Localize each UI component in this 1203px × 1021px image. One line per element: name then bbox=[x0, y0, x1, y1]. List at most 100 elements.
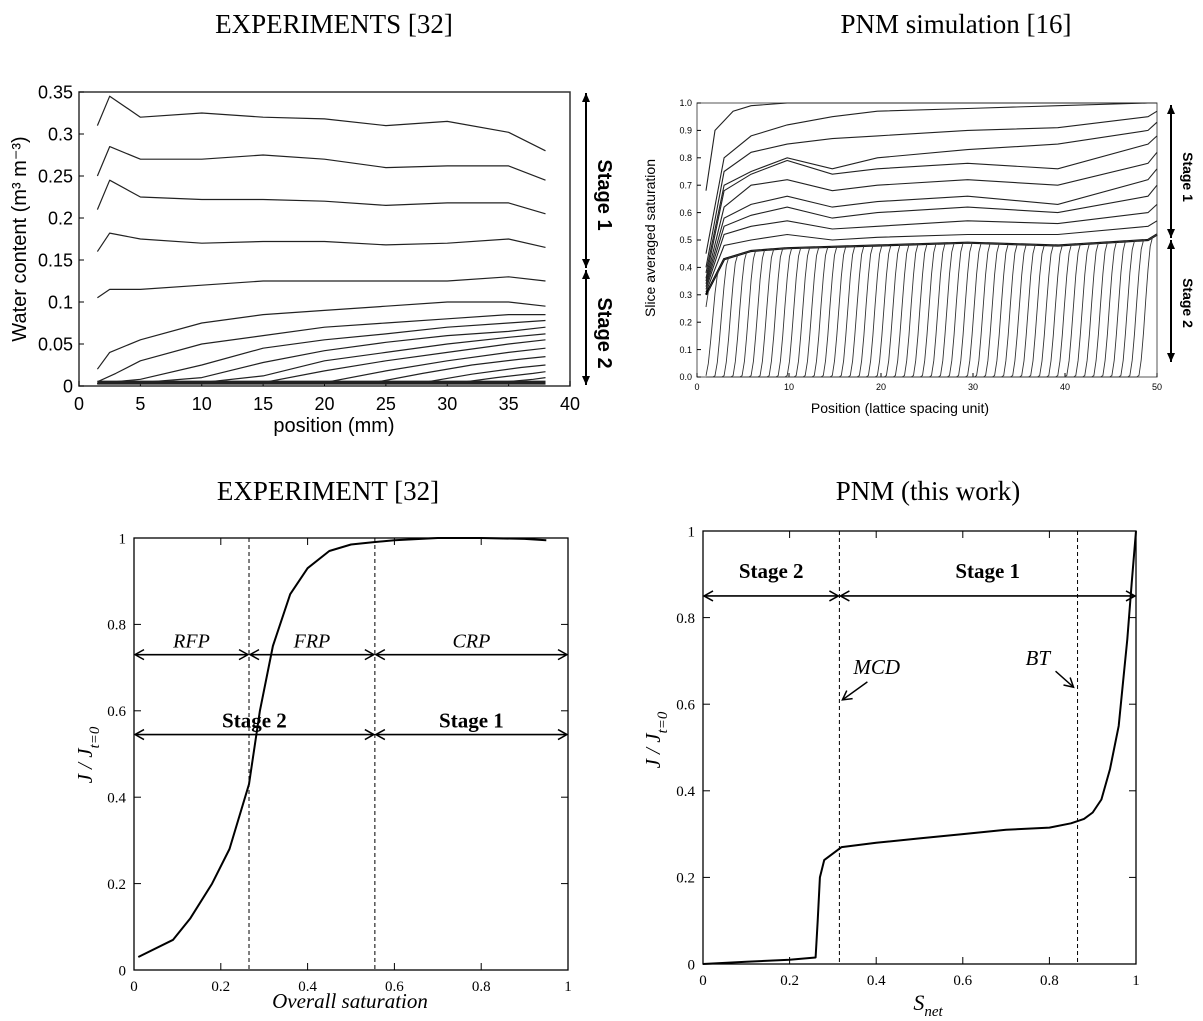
profile-line bbox=[705, 184, 1158, 287]
experiment-flux-chart: EXPERIMENT [32] 0 0.2 0.4 0.6 0.8 1 0 0.2 0.4 0.… bbox=[73, 476, 572, 1013]
y-tick-label: 0.0 bbox=[679, 372, 692, 382]
profile-line bbox=[705, 220, 1158, 293]
y-axis-label-main: J / J bbox=[641, 732, 665, 769]
drying-front-line bbox=[706, 234, 1158, 378]
x-axis-label: Overall saturation bbox=[272, 989, 428, 1013]
profile-line bbox=[705, 110, 1158, 268]
x-ticks: 0 10 20 30 40 50 bbox=[694, 373, 1162, 392]
x-tick-label: 1 bbox=[1132, 973, 1140, 989]
drying-front-line bbox=[706, 234, 1158, 378]
profile-line bbox=[96, 179, 546, 215]
drying-front-line bbox=[706, 234, 1158, 378]
profile-line bbox=[97, 319, 546, 385]
plot-frame bbox=[78, 91, 571, 387]
region-label: RFP bbox=[172, 631, 210, 653]
drying-front-line bbox=[706, 234, 1158, 378]
y-tick-label: 0.15 bbox=[38, 250, 73, 270]
y-axis-label-sub: t=0 bbox=[87, 726, 103, 748]
region-arrows: RFP FRP CRP Stage 2 Stage 1 bbox=[133, 631, 569, 741]
drying-front-line bbox=[706, 234, 1158, 378]
y-tick-label: 1.0 bbox=[679, 98, 692, 108]
mcd-arrow bbox=[841, 681, 868, 701]
profile-line bbox=[97, 333, 546, 385]
drying-front-line bbox=[706, 234, 1158, 378]
y-tick-label: 0.2 bbox=[679, 317, 692, 327]
y-tick-label: 0.2 bbox=[48, 208, 73, 228]
x-tick-label: 0.8 bbox=[472, 979, 491, 995]
y-tick-label: 0.25 bbox=[38, 166, 73, 186]
drying-front-line bbox=[706, 234, 1158, 378]
bt-arrow bbox=[1055, 670, 1075, 689]
drying-front-line bbox=[706, 234, 1158, 378]
drying-front-line bbox=[706, 234, 1158, 378]
drying-front-line bbox=[706, 234, 1158, 378]
x-axis-label: Position (lattice spacing unit) bbox=[811, 400, 989, 416]
y-tick-label: 0.4 bbox=[679, 263, 692, 273]
profile-line bbox=[705, 102, 1157, 254]
y-tick-label: 0.6 bbox=[107, 704, 126, 720]
stage-label: Stage 1 bbox=[955, 559, 1020, 583]
flux-curve bbox=[702, 530, 1137, 965]
drying-front-line bbox=[706, 234, 1158, 378]
drying-front-line bbox=[706, 234, 1158, 378]
y-axis-label: Slice averaged saturation bbox=[642, 159, 658, 317]
y-ticks: 0.0 0.1 0.2 0.3 0.4 0.5 0.6 0.7 0.8 0.9 1.0 bbox=[679, 98, 701, 382]
drying-front-line bbox=[706, 234, 1158, 378]
x-tick-label: 20 bbox=[314, 394, 334, 414]
chart-title: PNM (this work) bbox=[836, 476, 1021, 506]
x-tick-label: 20 bbox=[876, 382, 886, 392]
y-tick-label: 0.35 bbox=[38, 82, 73, 102]
drying-front-line bbox=[706, 234, 1158, 378]
y-tick-label: 0.6 bbox=[676, 697, 695, 713]
drying-front-line bbox=[706, 234, 1158, 378]
series-group bbox=[137, 537, 547, 958]
x-tick-label: 10 bbox=[784, 382, 794, 392]
drying-front-line bbox=[705, 234, 1158, 376]
drying-front-line bbox=[706, 234, 1158, 378]
y-tick-label: 0.7 bbox=[679, 180, 692, 190]
x-tick-label: 0 bbox=[694, 382, 699, 392]
drying-front-line bbox=[706, 234, 1158, 378]
x-tick-label: 0 bbox=[74, 394, 84, 414]
region-label: FRP bbox=[293, 631, 331, 653]
stage-label: Stage 1 bbox=[439, 709, 504, 733]
y-ticks: 0 0.05 0.1 0.15 0.2 0.25 0.3 0.35 bbox=[38, 82, 84, 396]
profile-line bbox=[705, 203, 1158, 290]
x-tick-label: 0.2 bbox=[780, 973, 799, 989]
chart-title: EXPERIMENT [32] bbox=[217, 476, 439, 506]
profile-line bbox=[705, 121, 1158, 274]
drying-front-line bbox=[706, 234, 1158, 378]
x-axis-label-main: S bbox=[913, 990, 924, 1015]
y-tick-label: 0.2 bbox=[107, 877, 126, 893]
drying-front-line bbox=[706, 234, 1158, 378]
stage-1-label: Stage 1 bbox=[593, 159, 615, 230]
x-tick-label: 0.4 bbox=[867, 973, 886, 989]
series-group bbox=[705, 102, 1158, 378]
drying-front-line bbox=[706, 234, 1158, 378]
mcd-label: MCD bbox=[852, 655, 900, 679]
x-tick-label: 5 bbox=[135, 394, 145, 414]
drying-front-line bbox=[706, 234, 1158, 378]
region-arrows: Stage 2 Stage 1 MCD BT bbox=[702, 559, 1137, 701]
y-tick-label: 0.5 bbox=[679, 235, 692, 245]
drying-front-line bbox=[706, 234, 1158, 378]
region-label: CRP bbox=[453, 631, 491, 653]
divider-lines bbox=[248, 538, 376, 970]
x-ticks: 0 0.2 0.4 0.6 0.8 1 bbox=[699, 531, 1140, 989]
x-axis-label: Snet bbox=[913, 990, 943, 1020]
drying-front-line bbox=[706, 234, 1158, 378]
x-tick-label: 0.8 bbox=[1040, 973, 1059, 989]
x-tick-label: 15 bbox=[253, 394, 273, 414]
series-group bbox=[96, 95, 546, 385]
drying-front-line bbox=[706, 234, 1158, 378]
drying-front-line bbox=[706, 234, 1158, 378]
drying-front-line bbox=[706, 234, 1158, 378]
profile-line bbox=[96, 232, 546, 252]
drying-front-line bbox=[706, 234, 1158, 378]
profile-line bbox=[96, 95, 546, 152]
y-tick-label: 0 bbox=[63, 376, 73, 396]
y-tick-label: 1 bbox=[119, 531, 127, 547]
y-tick-label: 0.05 bbox=[38, 334, 73, 354]
drying-front-line bbox=[706, 234, 1158, 378]
y-ticks: 0 0.2 0.4 0.6 0.8 1 bbox=[676, 524, 1136, 973]
